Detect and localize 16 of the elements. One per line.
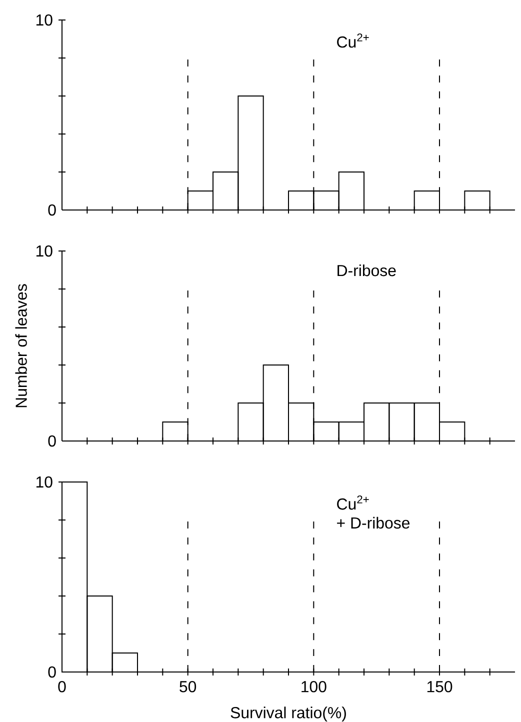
x-tick-label: 50 bbox=[180, 681, 196, 692]
annotation: Cu$^{2+}$ bbox=[337, 33, 369, 48]
x-axis-title: Survival ratio(%) bbox=[230, 706, 346, 722]
annotation: Cu$^{2+}$ bbox=[337, 495, 369, 510]
y-tick-label: 10 bbox=[36, 14, 52, 26]
x-tick-label: 150 bbox=[427, 681, 452, 692]
y-axis-title: Number of leaves bbox=[15, 284, 27, 408]
y-tick-label: 10 bbox=[36, 245, 52, 257]
y-tick-label: 10 bbox=[36, 476, 52, 488]
x-tick-label: 0 bbox=[58, 681, 66, 692]
y-tick-label: 0 bbox=[48, 666, 56, 678]
y-tick-label: 0 bbox=[48, 435, 56, 447]
annotation: D-ribose bbox=[338, 264, 396, 276]
annotation: + D-ribose bbox=[337, 516, 410, 529]
x-tick-label: 100 bbox=[302, 681, 326, 692]
y-tick-label: 0 bbox=[48, 204, 56, 216]
